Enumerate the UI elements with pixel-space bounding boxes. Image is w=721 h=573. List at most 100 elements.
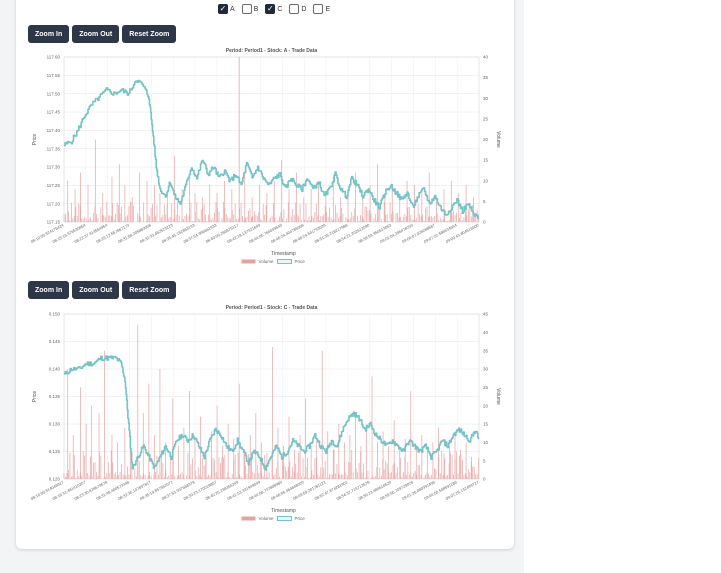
zoom-out-button[interactable]: Zoom Out <box>72 25 120 43</box>
volume-bar <box>366 427 367 479</box>
volume-bar <box>264 214 266 222</box>
volume-bar <box>90 456 91 479</box>
volume-bar <box>329 473 330 479</box>
volume-bar <box>304 219 305 222</box>
volume-bar <box>410 391 412 479</box>
volume-bar <box>115 472 117 479</box>
x-axis-title: Timestamp <box>271 251 296 257</box>
volume-bar <box>339 216 341 222</box>
volume-bar <box>382 431 384 479</box>
volume-bar <box>444 212 446 222</box>
volume-bar <box>324 206 326 222</box>
volume-bar <box>465 184 467 222</box>
volume-bar <box>385 215 387 222</box>
volume-bar <box>246 216 248 222</box>
volume-bar <box>68 211 69 222</box>
volume-bar <box>172 398 174 479</box>
volume-bar <box>175 214 177 222</box>
volume-bar <box>128 474 130 479</box>
volume-bar <box>392 211 394 222</box>
chart-stock-c[interactable]: Period: Period1 - Stock: C - Trade Data 0… <box>24 302 504 527</box>
volume-bar <box>259 460 261 479</box>
stock-checkbox-b[interactable]: B <box>241 3 259 15</box>
volume-bar <box>94 462 96 479</box>
volume-bar <box>209 184 211 222</box>
volume-bar <box>294 449 295 479</box>
stock-checkbox-e[interactable]: E <box>313 3 330 15</box>
checkbox-empty-icon[interactable] <box>241 4 252 14</box>
volume-bar <box>93 212 94 222</box>
volume-bar <box>72 218 74 222</box>
volume-bar <box>190 464 192 479</box>
volume-bar <box>230 477 232 479</box>
volume-bar <box>447 474 449 479</box>
volume-bar <box>408 474 410 479</box>
volume-bar <box>476 474 478 479</box>
volume-bar <box>130 449 131 479</box>
volume-bar <box>349 435 351 479</box>
stock-checkbox-c[interactable]: ✓ C <box>265 3 282 15</box>
volume-bar <box>281 218 283 222</box>
volume-bar <box>436 477 438 479</box>
checkbox-checked-icon[interactable]: ✓ <box>265 4 276 14</box>
volume-bar <box>121 464 122 479</box>
volume-bar <box>236 219 238 222</box>
volume-bar <box>76 469 78 479</box>
volume-bar <box>395 213 397 222</box>
legend-price-label: Price <box>295 259 306 264</box>
volume-bar <box>259 184 260 222</box>
volume-bar <box>369 184 371 222</box>
chart-stock-a[interactable]: Period: Period1 - Stock: A - Trade Data 1… <box>24 45 504 270</box>
volume-bar <box>100 207 102 222</box>
checkbox-checked-icon[interactable]: ✓ <box>218 4 228 14</box>
volume-bar <box>366 206 367 222</box>
volume-bar <box>323 467 325 479</box>
volume-bar <box>460 449 461 479</box>
volume-bar <box>110 450 112 479</box>
volume-bar <box>373 476 375 479</box>
zoom-out-button[interactable]: Zoom Out <box>72 281 120 299</box>
stock-checkbox-label: D <box>301 5 307 13</box>
stock-checkbox-d[interactable]: D <box>289 3 306 15</box>
volume-bar <box>231 474 233 479</box>
zoom-in-button[interactable]: Zoom In <box>28 25 70 43</box>
volume-bar <box>143 202 145 222</box>
volume-bar <box>87 472 89 479</box>
volume-bar <box>249 208 251 222</box>
volume-bar <box>379 467 381 479</box>
y-tick-label-right: 30 <box>483 96 489 101</box>
volume-bar <box>244 172 246 222</box>
zoom-in-button[interactable]: Zoom In <box>28 281 70 299</box>
volume-bar <box>200 209 202 222</box>
y-tick-label-right: 10 <box>483 440 489 445</box>
volume-bar <box>228 476 230 479</box>
volume-bar <box>271 215 273 222</box>
volume-bar <box>397 467 398 479</box>
volume-bar <box>196 201 198 222</box>
reset-zoom-button[interactable]: Reset Zoom <box>122 281 177 299</box>
volume-bar <box>301 219 302 222</box>
stock-checkbox-a[interactable]: ✓ A <box>218 3 235 15</box>
volume-bar <box>447 220 449 222</box>
volume-bar <box>316 438 318 479</box>
volume-bar <box>225 477 227 479</box>
stock-checkbox-label: B <box>253 5 259 13</box>
volume-bar <box>130 201 131 222</box>
volume-bar <box>139 172 141 222</box>
volume-bar <box>450 210 451 222</box>
volume-bar <box>177 446 179 479</box>
volume-bar <box>339 474 341 479</box>
y-tick-label-right: 35 <box>483 348 489 353</box>
volume-bar <box>354 208 356 222</box>
checkbox-empty-icon[interactable] <box>313 4 324 14</box>
volume-bar <box>279 476 280 479</box>
volume-bar <box>304 477 305 479</box>
volume-bar <box>414 219 416 222</box>
volume-bar <box>391 213 392 222</box>
volume-bar <box>335 473 336 479</box>
checkbox-empty-icon[interactable] <box>289 4 300 14</box>
volume-bar <box>456 212 457 222</box>
volume-bar <box>348 219 350 222</box>
reset-zoom-button[interactable]: Reset Zoom <box>122 25 177 43</box>
volume-bar <box>68 470 69 479</box>
